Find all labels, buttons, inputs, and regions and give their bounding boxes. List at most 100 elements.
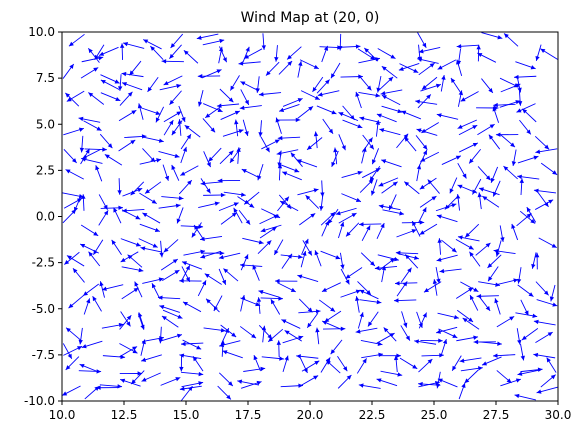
wind-arrow [469, 251, 481, 267]
wind-arrow [370, 179, 378, 196]
wind-arrow [202, 118, 216, 133]
wind-arrow [404, 254, 419, 269]
wind-arrow [182, 301, 202, 313]
wind-arrow [401, 311, 408, 328]
wind-arrow [179, 354, 184, 372]
wind-arrow [481, 356, 502, 366]
wind-arrow [381, 94, 401, 106]
wind-arrow [342, 105, 355, 121]
wind-arrow [180, 341, 204, 347]
wind-arrow [436, 214, 458, 223]
wind-arrow [341, 193, 362, 203]
wind-arrow [122, 208, 145, 213]
wind-arrow [359, 75, 372, 91]
wind-arrow [236, 147, 241, 164]
wind-arrow [65, 327, 82, 341]
wind-arrow [119, 346, 138, 358]
wind-arrow [205, 298, 220, 313]
wind-arrow [217, 385, 232, 400]
wind-arrow [320, 357, 331, 373]
wind-arrow [305, 194, 320, 209]
wind-arrow [458, 382, 466, 400]
wind-arrow [142, 212, 161, 224]
wind-arrow [120, 311, 131, 327]
wind-arrow [157, 295, 181, 300]
wind-arrow [338, 212, 357, 224]
wind-arrow [503, 165, 518, 180]
wind-arrow [436, 254, 458, 262]
wind-arrow [208, 147, 222, 162]
wind-arrow [487, 266, 499, 282]
wind-arrow [239, 105, 262, 110]
wind-arrow [423, 281, 442, 293]
wind-arrow [314, 250, 322, 267]
wind-arrow [219, 46, 228, 63]
wind-arrow [223, 191, 246, 197]
wind-arrow [150, 45, 164, 60]
wind-arrow [499, 100, 521, 108]
wind-arrow [356, 358, 367, 374]
wind-arrow [520, 367, 543, 373]
wind-arrow [265, 61, 280, 76]
wind-arrow [282, 335, 304, 344]
wind-arrow [179, 353, 202, 360]
wind-arrow [261, 33, 266, 50]
wind-arrow [449, 177, 458, 194]
wind-arrow [381, 65, 398, 79]
wind-arrow [460, 91, 479, 102]
wind-arrow [337, 374, 352, 389]
wind-arrow [338, 112, 359, 122]
wind-arrow [87, 47, 100, 63]
wind-arrow [121, 82, 143, 91]
wind-arrow [477, 166, 491, 181]
wind-arrow [473, 339, 496, 345]
wind-arrow [388, 194, 397, 211]
wind-arrow [279, 163, 300, 173]
wind-arrow [202, 38, 225, 46]
wind-arrow [196, 33, 219, 40]
y-tick-label: -10.0 [24, 394, 55, 408]
arrow-field [61, 32, 558, 401]
wind-arrow [260, 296, 283, 301]
wind-arrow [98, 194, 108, 211]
wind-arrow [324, 310, 342, 323]
wind-arrow [78, 116, 101, 123]
wind-arrow [358, 91, 381, 98]
wind-arrow [357, 48, 376, 60]
wind-arrow [181, 381, 204, 388]
wind-arrow [163, 119, 174, 136]
wind-arrow [549, 284, 556, 302]
wind-arrow [511, 149, 517, 167]
wind-arrow [517, 369, 540, 376]
wind-arrow [159, 240, 164, 258]
wind-arrow [242, 46, 250, 63]
wind-arrow [477, 192, 482, 210]
wind-arrow [193, 224, 205, 241]
wind-arrow [197, 74, 221, 79]
x-tick-label: 12.5 [111, 408, 138, 422]
wind-arrow [260, 224, 282, 233]
wind-arrow [456, 48, 462, 66]
wind-arrow [315, 327, 320, 345]
wind-arrow [437, 312, 459, 320]
wind-arrow [257, 163, 264, 181]
wind-arrow [161, 196, 184, 201]
wind-arrow [68, 295, 84, 309]
wind-arrow [240, 297, 261, 307]
wind-arrow [298, 309, 321, 314]
wind-arrow [520, 299, 529, 316]
wind-arrow [279, 200, 299, 212]
wind-arrow [400, 267, 412, 283]
wind-arrow [331, 150, 339, 168]
wind-arrow [129, 60, 142, 76]
wind-arrow [435, 326, 458, 334]
wind-arrow [517, 155, 539, 164]
wind-arrow [519, 178, 524, 196]
wind-arrow [416, 311, 423, 329]
y-tick-label: 0.0 [36, 210, 55, 224]
wind-arrow [522, 108, 537, 123]
wind-arrow [270, 299, 281, 315]
wind-arrow [536, 386, 558, 394]
wind-arrow [218, 268, 227, 285]
wind-arrow [121, 287, 139, 300]
